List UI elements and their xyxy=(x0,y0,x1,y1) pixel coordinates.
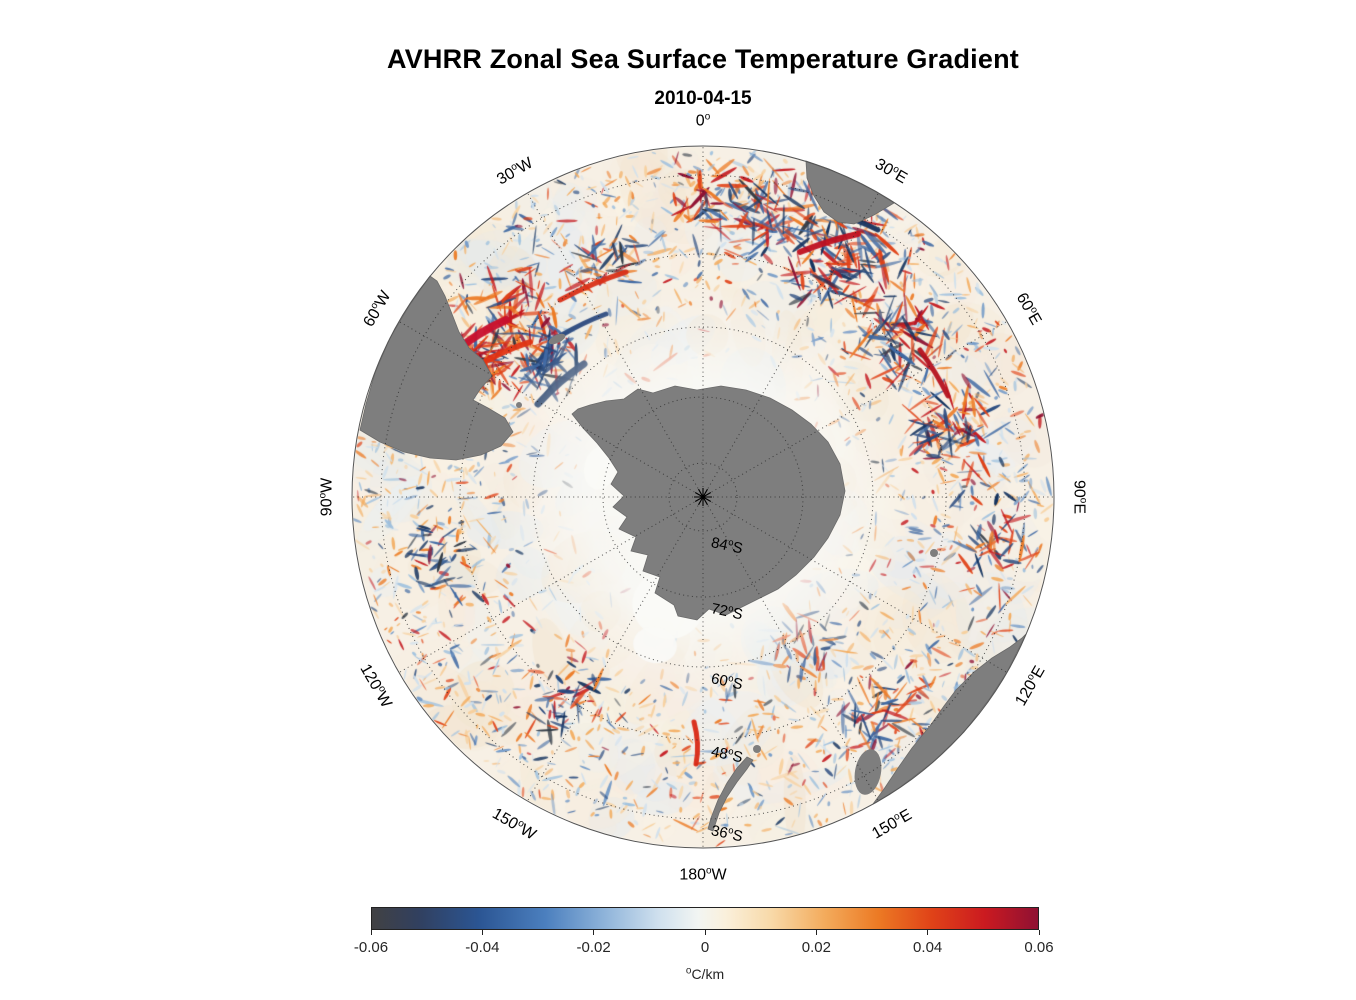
units-text: C/km xyxy=(691,966,725,982)
landmasses xyxy=(359,160,1027,832)
latitude-label: 60oS xyxy=(709,669,744,693)
landmass-australia xyxy=(872,633,1027,805)
small-island xyxy=(516,402,522,408)
landmass-antarctica xyxy=(571,385,846,621)
colorbar-tick xyxy=(370,930,372,935)
small-island xyxy=(930,549,938,557)
latitude-label: 84oS xyxy=(709,533,744,557)
latitude-circle xyxy=(380,174,1026,820)
latitude-label: 48oS xyxy=(709,742,744,766)
latitude-circle xyxy=(459,253,947,741)
colorbar xyxy=(371,907,1039,930)
colorbar-units-label: oC/km xyxy=(371,966,1039,982)
map-boundary xyxy=(351,145,1055,849)
colorbar-tick xyxy=(1038,930,1040,935)
colorbar-tick-label: 0.04 xyxy=(913,939,943,956)
colorbar-tick-label: -0.04 xyxy=(465,939,500,956)
latitude-label: 36oS xyxy=(709,821,744,845)
graticule xyxy=(352,146,1054,848)
longitude-label: 150oW xyxy=(489,804,540,844)
colorbar-tick xyxy=(815,930,817,935)
longitude-label: 60oW xyxy=(360,287,395,330)
longitude-label: 150oE xyxy=(869,805,915,842)
landmass-south-america xyxy=(359,275,514,461)
pole-marker xyxy=(694,488,712,506)
longitude-label: 120oW xyxy=(356,661,396,712)
colorbar-tick-label: -0.02 xyxy=(576,939,611,956)
degree-symbol: o xyxy=(685,965,692,977)
longitude-label: 30oW xyxy=(494,153,537,188)
latitude-circle xyxy=(602,396,804,598)
small-island xyxy=(753,745,761,753)
landmass-new-zealand xyxy=(707,756,754,832)
longitude-label: 90oW xyxy=(318,477,336,516)
colorbar-tick-label: -0.06 xyxy=(353,939,389,956)
landmass-tasmania xyxy=(854,749,882,795)
latitude-circle xyxy=(532,326,874,668)
longitude-label: 120oE xyxy=(1011,663,1048,709)
latitude-label: 72oS xyxy=(709,599,744,623)
longitude-label: 90oE xyxy=(1070,480,1088,514)
longitude-label: 60oE xyxy=(1013,290,1046,328)
chart-subtitle: 2010-04-15 xyxy=(654,88,752,109)
colorbar-tick xyxy=(704,930,706,935)
colorbar-tick-label: 0 xyxy=(700,939,710,956)
small-island xyxy=(548,333,566,345)
longitude-label: 30oE xyxy=(872,155,910,188)
longitude-label: 0o xyxy=(696,112,711,130)
colorbar-tick xyxy=(927,930,929,935)
latitude-circle xyxy=(668,462,738,532)
colorbar-tick-label: 0.02 xyxy=(801,939,831,956)
chart-title: AVHRR Zonal Sea Surface Temperature Grad… xyxy=(387,44,1019,74)
longitude-label: 180oW xyxy=(679,866,727,884)
colorbar-tick xyxy=(593,930,595,935)
colorbar-tick xyxy=(481,930,483,935)
colorbar-tick-label: 0.06 xyxy=(1024,939,1054,956)
